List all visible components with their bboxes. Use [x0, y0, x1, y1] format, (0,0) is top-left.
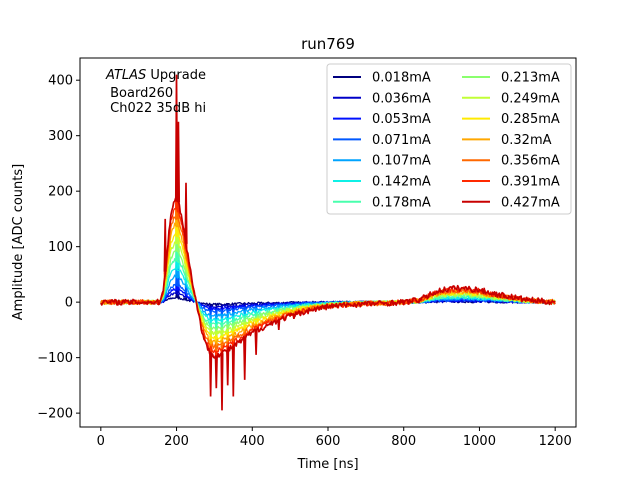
legend-label: 0.053mA	[372, 112, 431, 127]
annotation-line-1-rest: Upgrade	[146, 68, 206, 83]
x-tick-label: 0	[97, 434, 105, 449]
legend-label: 0.249mA	[501, 91, 560, 106]
legend-label: 0.071mA	[372, 133, 431, 148]
legend-label: 0.427mA	[501, 195, 560, 210]
series-spike	[174, 74, 179, 201]
annotation-line-2: Board260	[106, 86, 173, 101]
legend-label: 0.036mA	[372, 91, 431, 106]
legend-label: 0.356mA	[501, 154, 560, 169]
legend-label: 0.018mA	[372, 71, 431, 86]
x-tick-label: 400	[240, 434, 265, 449]
x-axis-label: Time [ns]	[296, 457, 358, 472]
annotation-italic-prefix: ATLAS	[105, 68, 146, 83]
x-tick-label: 1000	[463, 434, 496, 449]
chart-title: run769	[301, 35, 355, 53]
y-tick-label: −200	[37, 407, 73, 422]
series-spike	[243, 338, 247, 380]
y-tick-label: 100	[48, 240, 73, 255]
annotation-line-1: ATLAS Upgrade	[105, 68, 206, 83]
legend-label: 0.178mA	[372, 195, 431, 210]
legend-label: 0.213mA	[501, 71, 560, 86]
series-spike	[184, 294, 188, 300]
series-spike	[220, 353, 224, 411]
y-axis: −200 −100 0 100 200 300 400	[37, 74, 80, 422]
legend-label: 0.32mA	[501, 133, 552, 148]
legend-label: 0.142mA	[372, 175, 431, 190]
y-axis-label: Amplitude [ADC counts]	[11, 164, 26, 320]
series-spike	[292, 314, 296, 319]
annotation-line-3: Ch022 35dB hi	[106, 101, 206, 116]
x-tick-label: 1200	[539, 434, 572, 449]
series-spike	[214, 355, 218, 389]
series-spike	[277, 320, 281, 330]
series-spike	[231, 346, 235, 397]
series-group	[100, 74, 556, 411]
series-spike	[209, 304, 212, 308]
y-tick-label: 400	[48, 74, 73, 89]
y-tick-label: −100	[37, 351, 73, 366]
x-tick-label: 800	[391, 434, 416, 449]
series-spike	[163, 218, 167, 272]
series-spike	[184, 182, 188, 244]
y-tick-label: 200	[48, 185, 73, 200]
legend: 0.018mA 0.036mA 0.053mA 0.071mA 0.107mA 0.142…	[326, 63, 572, 215]
series-spike	[214, 304, 218, 308]
x-tick-label: 200	[164, 434, 189, 449]
series-spike	[226, 349, 230, 386]
x-axis: 0 200 400 600 800 1000 1200	[97, 427, 572, 449]
atlas-annotation: ATLAS Upgrade Board260 Ch022 35dB hi	[105, 68, 206, 116]
plot-area	[79, 57, 577, 428]
legend-label: 0.391mA	[501, 175, 560, 190]
y-tick-label: 0	[65, 296, 73, 311]
series-spike	[209, 352, 213, 397]
y-tick-label: 300	[48, 129, 73, 144]
series-spike	[254, 330, 258, 355]
x-tick-label: 600	[316, 434, 341, 449]
legend-label: 0.285mA	[501, 112, 560, 127]
legend-box	[326, 63, 572, 215]
legend-label: 0.107mA	[372, 154, 431, 169]
series-spike	[176, 121, 181, 203]
